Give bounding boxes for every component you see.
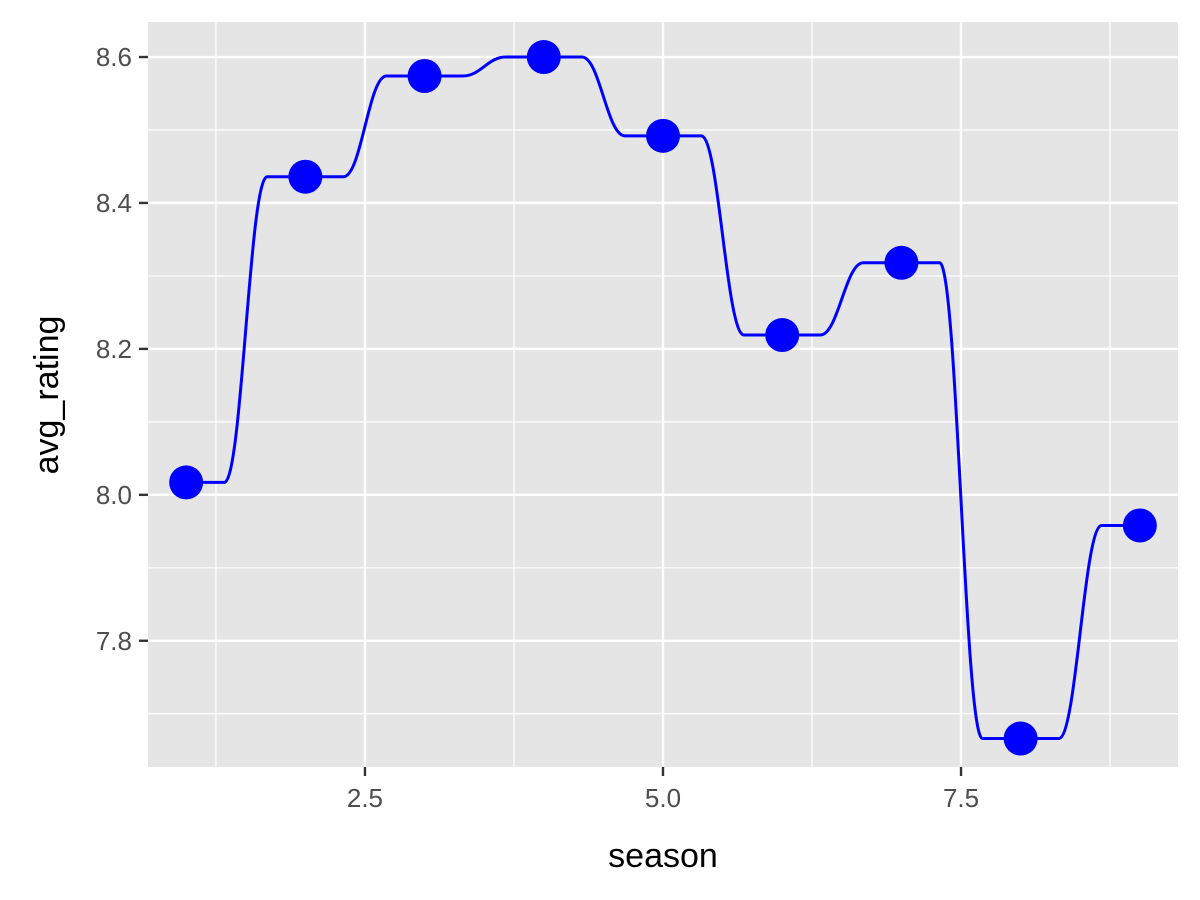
- x-tick-label: 7.5: [943, 783, 979, 813]
- data-point: [884, 245, 919, 280]
- data-point: [1003, 721, 1038, 756]
- data-points: [169, 40, 1157, 756]
- x-tick-label: 5.0: [645, 783, 681, 813]
- data-point: [407, 58, 442, 93]
- data-point: [169, 465, 204, 500]
- y-tick-label: 8.0: [96, 480, 132, 510]
- y-axis: 7.8 8.0 8.2 8.4 8.6: [96, 42, 148, 656]
- x-axis: 2.5 5.0 7.5: [347, 767, 979, 813]
- y-axis-title: avg_rating: [28, 316, 66, 475]
- data-point: [288, 159, 323, 194]
- y-tick-label: 7.8: [96, 626, 132, 656]
- series-line: [186, 55, 1140, 741]
- x-tick-label: 2.5: [347, 783, 383, 813]
- x-axis-title: season: [608, 837, 718, 875]
- data-point: [646, 118, 680, 153]
- y-tick-label: 8.4: [96, 188, 132, 218]
- data-point: [526, 40, 561, 75]
- data-point: [1122, 508, 1157, 543]
- y-tick-label: 8.6: [96, 42, 132, 72]
- y-tick-label: 8.2: [96, 334, 132, 364]
- data-point: [765, 318, 800, 353]
